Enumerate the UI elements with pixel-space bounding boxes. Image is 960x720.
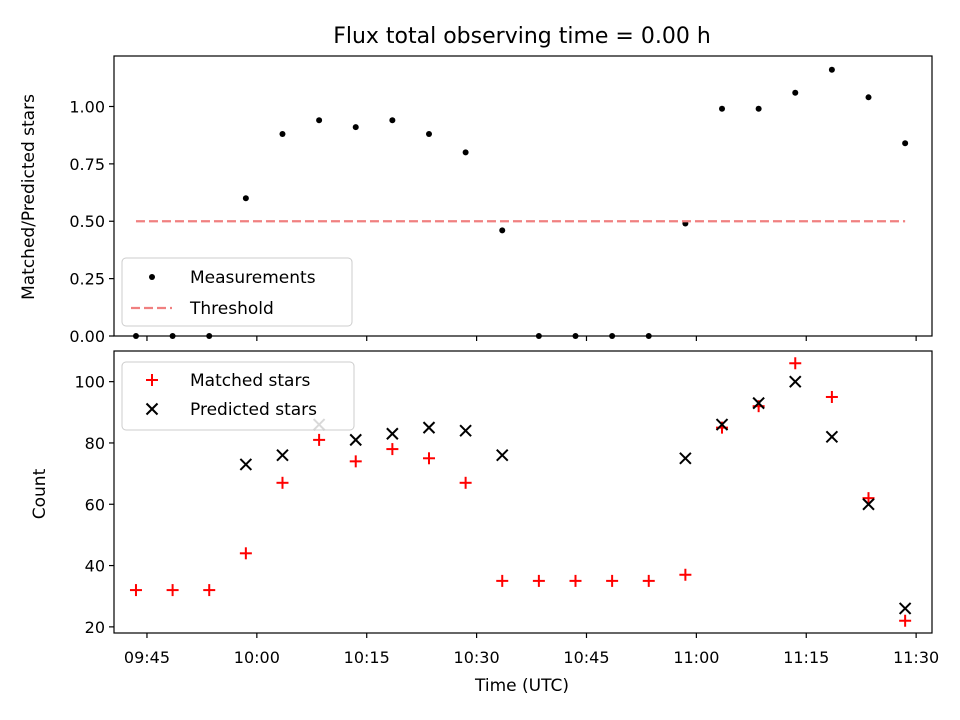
x-tick-label: 10:00 [234,648,280,667]
matched-marker [459,476,472,489]
predicted-marker [862,498,875,511]
measurement-point [462,149,469,156]
measurement-point [389,117,396,124]
predicted-marker [789,375,802,388]
xlabel: Time (UTC) [474,676,569,696]
top-ylabel: Matched/Predicted stars [19,94,39,300]
y-tick-label: 0.00 [69,327,105,346]
x-tick-label: 10:30 [454,648,500,667]
x-tick-label: 09:45 [124,648,170,667]
predicted-marker [422,421,436,434]
legend-label-matched: Matched stars [190,371,310,391]
predicted-marker [276,449,289,462]
predicted-marker [898,602,912,615]
matched-marker [825,390,838,403]
measurement-point [316,117,323,124]
plot-frame [113,350,933,634]
measurement-point [425,131,432,138]
matched-marker [862,492,875,505]
x-tick-label: 10:15 [344,648,390,667]
matched-marker [496,574,509,587]
top-plot: 0.00 0.25 0.50 0.75 1.00 Measurements Threshol… [69,55,933,346]
measurement-point [279,131,286,138]
predicted-marker [825,430,839,444]
matched-marker [679,568,692,581]
measurement-point [206,333,213,339]
y-tick-label: 0.25 [69,270,105,289]
matched-marker [642,574,655,587]
x-tick-label: 11:15 [783,648,829,667]
matched-marker [349,455,362,468]
measurement-point [132,333,139,339]
measurement-point [609,333,616,339]
measurement-point [352,124,359,131]
predicted-marker [496,449,509,462]
predicted-marker [715,418,729,431]
measurement-point [792,89,799,96]
matched-marker [532,574,545,587]
legend-label-predicted: Predicted stars [190,400,317,420]
y-tick-label: 20 [85,618,105,637]
matched-marker [239,547,252,560]
predicted-marker [349,433,362,447]
legend-label-measurements: Measurements [190,268,316,288]
measurement-point [828,66,835,73]
matched-marker [899,614,912,627]
legend-marker-measurements [149,274,155,280]
matched-marker [789,357,802,370]
legend-box [121,361,355,431]
matched-marker [203,584,216,597]
matched-marker [386,443,399,456]
predicted-marker [679,452,692,465]
matched-marker [129,584,142,597]
legend-top: Measurements Threshold [121,257,353,327]
measurement-point [755,105,762,112]
legend-marker-matched [146,374,158,386]
measurement-point [572,333,579,339]
matched-marker [313,433,326,446]
matched-marker [606,574,619,587]
matched-marker [422,452,435,465]
bottom-plot: 20 40 60 80 100 09:45 10:00 10:15 10:30 10:45 11:0… [74,350,939,667]
chart-title: Flux total observing time = 0.00 h [333,24,711,49]
measurement-point [865,94,872,101]
y-tick-label: 1.00 [69,97,105,116]
x-tick-label: 10:45 [563,648,609,667]
y-tick-label: 60 [85,495,105,514]
matched-marker [569,574,582,587]
y-tick-label: 100 [74,373,105,392]
predicted-marker [239,458,253,471]
measurement-point [719,105,726,112]
legend-bottom: Matched stars Predicted stars [121,361,355,431]
matched-marker [276,476,289,489]
y-tick-label: 0.75 [69,155,105,174]
x-tick-label: 11:30 [893,648,939,667]
measurement-point [902,140,909,147]
measurement-point [645,333,652,339]
predicted-marker [459,424,472,437]
legend-marker-predicted [145,402,159,416]
plot-frame [113,55,933,337]
measurement-point [535,333,542,339]
x-tick-label: 11:00 [673,648,719,667]
measurement-point [242,195,249,202]
measurement-point [169,333,176,339]
bottom-ylabel: Count [30,468,50,519]
y-tick-label: 0.50 [69,212,105,231]
y-tick-label: 80 [85,434,105,453]
legend-label-threshold: Threshold [189,299,274,319]
predicted-marker [752,396,765,410]
matched-marker [166,584,179,597]
legend-box [121,257,353,327]
y-tick-label: 40 [85,557,105,576]
measurement-point [499,227,506,234]
predicted-marker [386,427,399,440]
